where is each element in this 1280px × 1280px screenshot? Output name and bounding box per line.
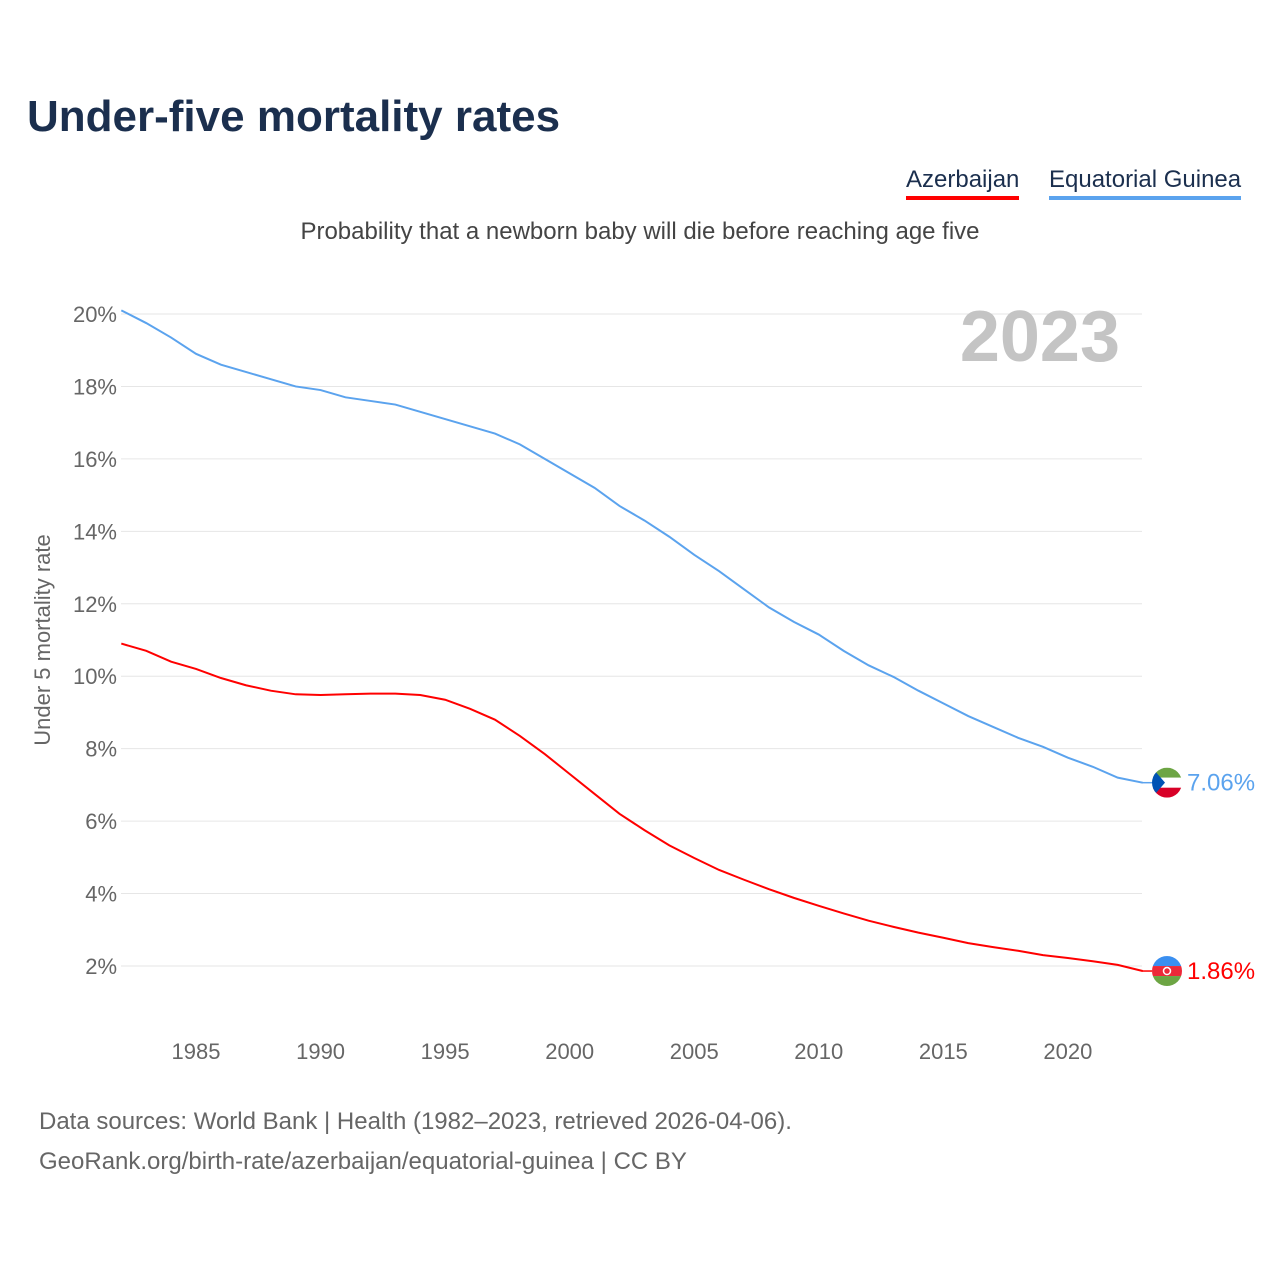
y-tick-label: 8% — [85, 737, 117, 762]
x-tick-label: 2020 — [1043, 1039, 1092, 1064]
x-tick-label: 1985 — [172, 1039, 221, 1064]
footer-url[interactable]: GeoRank.org/birth-rate/azerbaijan/equato… — [39, 1148, 687, 1175]
y-tick-label: 14% — [73, 519, 117, 544]
x-tick-label: 1990 — [296, 1039, 345, 1064]
series-line-equatorial-guinea — [120, 309, 1143, 784]
end-value-label: 1.86% — [1187, 958, 1255, 985]
end-value-label: 7.06% — [1187, 770, 1255, 797]
y-tick-label: 2% — [85, 954, 117, 979]
y-tick-label: 10% — [73, 664, 117, 689]
y-tick-label: 6% — [85, 809, 117, 834]
chart-subtitle: Probability that a newborn baby will die… — [300, 218, 980, 245]
y-tick-label: 20% — [73, 302, 117, 327]
flag-azerbaijan-icon — [1152, 966, 1182, 977]
flag-triangle-icon — [1152, 767, 1165, 798]
y-tick-label: 18% — [73, 374, 117, 399]
legend-equatorial-guinea[interactable]: Equatorial Guinea — [1049, 166, 1242, 200]
x-tick-label: 2010 — [794, 1039, 843, 1064]
flag-equatorial-guinea-icon — [1152, 787, 1182, 798]
y-tick-label: 16% — [73, 447, 117, 472]
x-tick-label: 2005 — [670, 1039, 719, 1064]
flag-crescent-icon — [1162, 966, 1172, 976]
chart-title: Under-five mortality rates — [27, 92, 561, 141]
series-line-azerbaijan — [121, 642, 1143, 973]
flag-azerbaijan-icon — [1152, 956, 1182, 967]
y-tick-label: 12% — [73, 592, 117, 617]
flag-equatorial-guinea-icon — [1152, 777, 1182, 788]
year-label: 2023 — [960, 297, 1120, 377]
y-axis-label: Under 5 mortality rate — [30, 534, 55, 746]
x-tick-label: 2015 — [919, 1039, 968, 1064]
x-tick-label: 1995 — [421, 1039, 470, 1064]
footer-sources: Data sources: World Bank | Health (1982–… — [39, 1108, 792, 1135]
y-tick-label: 4% — [85, 882, 117, 907]
flag-equatorial-guinea-icon — [1152, 767, 1182, 778]
legend-azerbaijan[interactable]: Azerbaijan — [906, 166, 1020, 200]
flag-azerbaijan-icon — [1152, 976, 1182, 987]
x-tick-label: 2000 — [545, 1039, 594, 1064]
